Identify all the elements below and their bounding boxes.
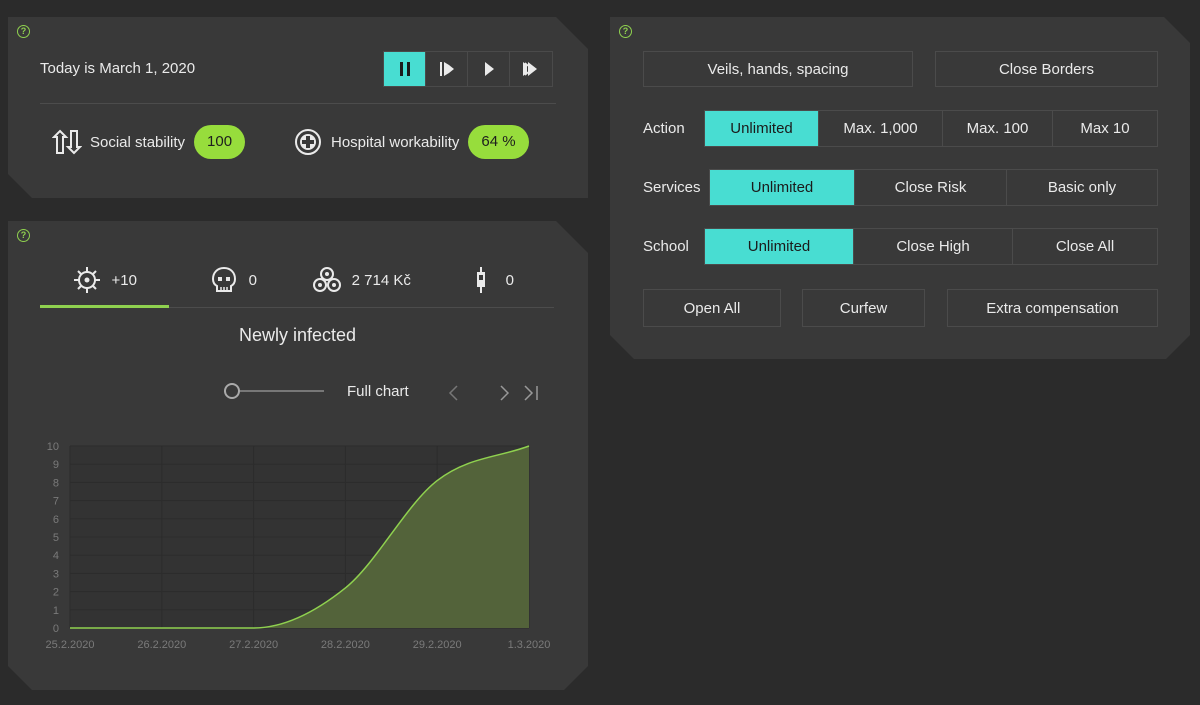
- y-tick-label: 8: [53, 477, 59, 489]
- school-label: School: [643, 238, 689, 255]
- slider-knob[interactable]: [224, 383, 240, 399]
- school-close-high[interactable]: Close High: [854, 229, 1013, 264]
- infected-value: +10: [111, 271, 137, 289]
- y-tick-label: 10: [47, 441, 59, 453]
- chevron-left-icon[interactable]: [443, 381, 465, 405]
- full-chart-label: Full chart: [347, 383, 409, 400]
- y-tick-label: 3: [53, 568, 59, 580]
- syringe-icon: [476, 267, 485, 293]
- speed-controls: [383, 51, 553, 87]
- help-icon[interactable]: ?: [17, 25, 30, 38]
- action-label: Action: [643, 120, 685, 137]
- divider: [40, 103, 556, 104]
- school-close-all[interactable]: Close All: [1055, 238, 1115, 255]
- extra-compensation-button[interactable]: Extra compensation: [947, 289, 1158, 327]
- series-line: [69, 445, 530, 629]
- x-tick-label: 1.3.2020: [508, 639, 551, 651]
- controls-panel: ? Veils, hands, spacing Close Borders Ac…: [610, 17, 1190, 359]
- y-tick-label: 9: [53, 459, 59, 471]
- chart-panel: ? +10 0 2 714 Kč 0 Newly infected Full c…: [8, 221, 588, 690]
- stat-tabs: +10 0 2 714 Kč 0: [40, 253, 554, 308]
- zoom-slider[interactable]: [224, 383, 324, 399]
- x-tick-label: 29.2.2020: [413, 639, 462, 651]
- social-stability-label: Social stability: [90, 133, 186, 151]
- x-tick-label: 28.2.2020: [321, 639, 370, 651]
- services-options: Unlimited Close Risk Basic only: [709, 169, 1158, 206]
- social-stability-badge: 100: [194, 125, 245, 159]
- school-options: Unlimited Close High Close All: [704, 228, 1158, 265]
- tab-infected[interactable]: +10: [40, 253, 169, 308]
- tab-vaccines[interactable]: 0: [426, 253, 555, 307]
- hospital-workability-badge: 64 %: [468, 125, 528, 159]
- vaccines-value: 0: [505, 271, 514, 289]
- services-basic-only[interactable]: Basic only: [1047, 179, 1117, 196]
- play-slow-button[interactable]: [426, 52, 468, 86]
- social-stability: Social stability 100: [52, 125, 245, 159]
- tab-deaths[interactable]: 0: [169, 253, 298, 307]
- help-icon[interactable]: ?: [619, 25, 632, 38]
- hospital-workability: Hospital workability 64 %: [293, 125, 529, 159]
- skip-to-end-icon[interactable]: [520, 381, 542, 405]
- services-label: Services: [643, 179, 701, 196]
- infection-chart: 0 1 2 3 4 5 6 7 8 9 10 25.2.2020 26.2.2020 27.2.2020 2…: [46, 441, 551, 651]
- play-slow-icon: [439, 61, 455, 77]
- action-options: Unlimited Max. 1,000 Max. 100 Max 10: [704, 110, 1158, 147]
- virus-icon: [73, 267, 100, 293]
- school-unlimited[interactable]: Unlimited: [705, 229, 854, 264]
- curfew-button[interactable]: Curfew: [802, 289, 925, 327]
- y-tick-label: 2: [53, 587, 59, 599]
- services-close-risk[interactable]: Close Risk: [855, 170, 1007, 205]
- y-tick-label: 1: [53, 605, 59, 617]
- chart-title: Newly infected: [239, 325, 357, 345]
- pause-button[interactable]: [384, 52, 426, 86]
- play-fast-button[interactable]: [510, 52, 552, 86]
- hospital-workability-label: Hospital workability: [331, 133, 460, 151]
- status-panel: ? Today is March 1, 2020 Social stabilit…: [8, 17, 588, 198]
- action-max-100[interactable]: Max. 100: [943, 111, 1053, 146]
- slider-track: [224, 390, 324, 392]
- help-icon[interactable]: ?: [17, 229, 30, 242]
- deaths-value: 0: [248, 271, 257, 289]
- action-max-10[interactable]: Max 10: [1080, 120, 1130, 137]
- hospital-cross-icon: [293, 127, 323, 157]
- date-label: Today is March 1, 2020: [40, 60, 196, 77]
- x-tick-label: 25.2.2020: [46, 639, 95, 651]
- coins-icon: [312, 267, 341, 292]
- y-tick-label: 6: [53, 514, 59, 526]
- open-all-button[interactable]: Open All: [643, 289, 781, 327]
- costs-value: 2 714 Kč: [351, 271, 411, 289]
- y-tick-label: 7: [53, 496, 59, 508]
- y-tick-label: 0: [53, 623, 59, 635]
- series-area: [70, 446, 529, 628]
- x-tick-label: 27.2.2020: [229, 639, 278, 651]
- veils-hands-spacing-button[interactable]: Veils, hands, spacing: [643, 51, 913, 87]
- y-tick-label: 4: [53, 550, 59, 562]
- close-borders-button[interactable]: Close Borders: [935, 51, 1158, 87]
- pause-icon: [398, 61, 412, 77]
- play-icon: [482, 61, 496, 77]
- chevron-right-icon[interactable]: [493, 381, 515, 405]
- action-max-1000[interactable]: Max. 1,000: [819, 111, 943, 146]
- skull-icon: [211, 266, 236, 292]
- balance-arrows-icon: [52, 127, 82, 157]
- y-tick-label: 5: [53, 532, 59, 544]
- tab-costs[interactable]: 2 714 Kč: [297, 253, 426, 307]
- play-fast-icon: [522, 61, 540, 77]
- services-unlimited[interactable]: Unlimited: [710, 170, 855, 205]
- x-tick-label: 26.2.2020: [137, 639, 186, 651]
- play-button[interactable]: [468, 52, 510, 86]
- action-unlimited[interactable]: Unlimited: [705, 111, 819, 146]
